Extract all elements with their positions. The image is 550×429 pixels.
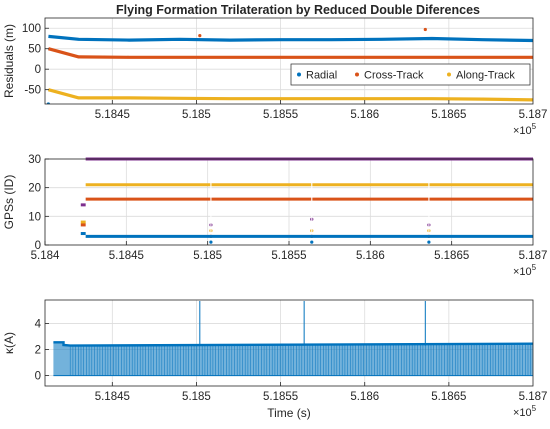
- legend-marker-along-track: [447, 72, 451, 77]
- y-tick-label: 20: [28, 183, 41, 195]
- y-axis-label: Residuals (m): [2, 24, 16, 98]
- y-tick-label: 50: [28, 44, 41, 56]
- y-tick-label: -50: [24, 85, 41, 97]
- legend-box: [290, 63, 531, 86]
- figure-title: Flying Formation Trilateration by Reduce…: [116, 3, 480, 17]
- kappa-data: [53, 301, 534, 377]
- x-tick-label: 5.185: [182, 109, 211, 121]
- x-tick-label: 5.1845: [95, 391, 130, 403]
- y-tick-label: 0: [35, 240, 41, 252]
- x-exponent-label: ×105: [513, 263, 537, 278]
- residuals-data: [46, 27, 533, 104]
- gps-id-point: [427, 240, 431, 244]
- legend-entry: Radial: [306, 70, 337, 82]
- y-tick-label: 10: [28, 211, 41, 223]
- y-tick-label: 0: [35, 371, 41, 383]
- x-tick-label: 5.186: [356, 250, 385, 262]
- residuals-axes: 5.1845 5.185 5.1855 5.186 5.1865 5.187 -50 0 50 1…: [2, 17, 548, 137]
- y-tick-label: 2: [35, 345, 41, 357]
- x-axis-label: Time (s): [267, 406, 311, 420]
- legend-entry: Along-Track: [456, 70, 515, 82]
- x-tick-label: 5.185: [193, 250, 222, 262]
- x-exponent-label: ×105: [513, 404, 537, 419]
- plot-background: [45, 18, 533, 104]
- x-tick-label: 5.185: [182, 391, 211, 403]
- x-tick-label: 5.1865: [431, 391, 466, 403]
- x-tick-label: 5.187: [519, 250, 548, 262]
- x-tick-label: 5.1845: [95, 109, 130, 121]
- x-tick-label: 5.1865: [434, 250, 469, 262]
- outlier-point: [198, 34, 202, 38]
- legend: Radial Cross-Track Along-Track: [290, 63, 531, 86]
- y-axis-label: GPSs (ID): [2, 175, 16, 230]
- y-tick-label: 30: [28, 154, 41, 166]
- axes-frame: [44, 299, 534, 387]
- legend-marker-radial: [297, 72, 301, 77]
- y-tick-label: 4: [35, 318, 42, 330]
- outlier-point: [423, 27, 427, 32]
- y-tick-label: 100: [22, 23, 41, 35]
- legend-marker-cross-track: [355, 72, 359, 77]
- x-tick-label: 5.186: [350, 109, 379, 121]
- kappa-axes: 5.1845 5.185 5.1855 5.186 5.1865 5.187 0 2 4 ×105…: [2, 299, 548, 420]
- y-axis-label: κ(A): [2, 332, 16, 354]
- axes-frame: [44, 17, 534, 105]
- x-tick-label: 5.1865: [431, 109, 466, 121]
- legend-entry: Cross-Track: [364, 70, 424, 82]
- gps-id-point: [209, 240, 213, 244]
- series-along-track-points: [47, 88, 533, 102]
- x-tick-label: 5.187: [519, 109, 548, 121]
- x-tick-label: 5.1855: [263, 109, 298, 121]
- x-tick-label: 5.184: [31, 250, 60, 262]
- x-tick-label: 5.1855: [263, 391, 298, 403]
- gps-id-point: [310, 240, 314, 244]
- kappa-envelope: [53, 341, 534, 347]
- x-tick-label: 5.1845: [109, 250, 144, 262]
- x-tick-label: 5.186: [350, 391, 379, 403]
- x-tick-label: 5.187: [519, 391, 548, 403]
- series-radial-points: [48, 34, 533, 43]
- x-exponent-label: ×105: [513, 122, 537, 137]
- y-tick-label: 0: [35, 64, 41, 76]
- gpss-axes: 5.184 5.1845 5.185 5.1855 5.186 5.1865 5.187 0 1…: [2, 154, 547, 278]
- x-tick-label: 5.1855: [271, 250, 306, 262]
- series-cross-track-points: [47, 47, 533, 59]
- kappa-area: [53, 342, 534, 376]
